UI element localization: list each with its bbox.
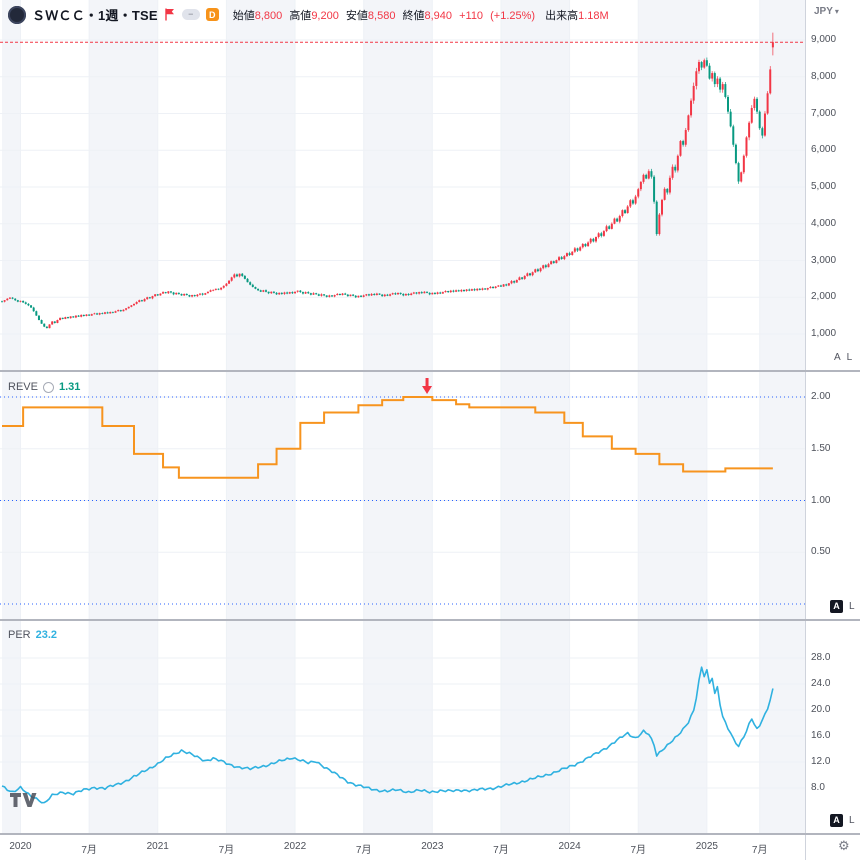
dividend-adjusted-badge[interactable]: D — [205, 8, 219, 21]
per-axis-label: 16.0 — [811, 730, 831, 741]
reve-step-line — [2, 396, 773, 479]
candlestick-series — [1, 32, 774, 329]
close-label: 終値 — [402, 9, 425, 22]
ohlc-readout: 始値8,800 高値9,200 安値8,580 終値8,940 +110 (+1… — [233, 7, 539, 23]
volume-value: 1.18M — [578, 9, 609, 22]
pane-divider-3[interactable] — [0, 833, 860, 835]
symbol-logo[interactable] — [8, 5, 26, 24]
open-value: 8,800 — [254, 9, 283, 22]
change-value: +110 — [459, 9, 484, 22]
symbol-header: ＳＷＣＣ・1週・TSE − D 始値8,800 高値9,200 安値8,580 … — [8, 5, 613, 24]
reve-axis-label: 2.00 — [811, 391, 831, 402]
price-axis-label: 7,000 — [811, 107, 837, 119]
price-axis-label: 3,000 — [811, 254, 837, 266]
tradingview-logo[interactable] — [10, 793, 37, 813]
price-axis-label: 9,000 — [811, 34, 837, 45]
price-axis-label: 8,000 — [811, 70, 837, 82]
auto-scale-button[interactable]: A — [830, 600, 843, 613]
change-percent: (+1.25%) — [490, 9, 536, 22]
reve-label: REVE — [8, 381, 38, 393]
reve-scale-toggles: A L — [830, 600, 855, 613]
high-value: 9,200 — [311, 9, 339, 22]
per-label: PER — [8, 629, 31, 641]
price-axis-label: 2,000 — [811, 291, 837, 303]
low-label: 安値 — [345, 9, 368, 22]
time-axis-label: 2025 — [695, 841, 718, 852]
per-axis-label: 20.0 — [811, 704, 831, 715]
price-axis-label: 4,000 — [811, 217, 837, 229]
per-header[interactable]: PER 23.2 — [8, 629, 57, 641]
pane-divider-1[interactable] — [0, 370, 860, 372]
per-axis-label: 8.0 — [811, 782, 825, 793]
close-value: 8,940 — [424, 9, 453, 22]
time-axis-label: 7月 — [493, 845, 509, 856]
time-axis-label: 7月 — [630, 845, 647, 856]
price-pane-canvas[interactable] — [0, 0, 805, 370]
per-pane-canvas[interactable] — [0, 621, 805, 833]
down-arrow-marker — [422, 378, 433, 394]
reve-source-icon — [42, 381, 54, 393]
log-scale-button[interactable]: L — [846, 352, 853, 363]
log-scale-button[interactable]: L — [849, 815, 855, 826]
time-axis-label: 2023 — [421, 841, 444, 852]
reve-axis-label: 0.50 — [811, 546, 831, 558]
open-label: 始値 — [232, 9, 255, 22]
per-scale-toggles: A L — [830, 814, 855, 827]
price-axis-separator — [805, 0, 806, 860]
time-axis-label: 2020 — [9, 841, 32, 852]
time-axis-label: 7月 — [751, 845, 768, 856]
time-axis-label: 2024 — [558, 841, 581, 852]
high-label: 高値 — [289, 9, 312, 22]
flag-icon[interactable] — [164, 8, 176, 21]
reve-value: 1.31 — [58, 381, 81, 393]
adjustment-toggle-icon[interactable]: − — [181, 9, 200, 20]
reve-header[interactable]: REVE 1.31 — [8, 381, 80, 393]
time-axis-label: 7月 — [81, 845, 97, 856]
currency-selector[interactable]: JPY ▾ — [814, 6, 839, 17]
volume-label: 出来高 — [545, 9, 579, 22]
reve-axis-label: 1.00 — [811, 494, 831, 506]
price-axis-label: 5,000 — [811, 181, 837, 192]
pane-divider-2[interactable] — [0, 619, 860, 621]
reve-pane-canvas[interactable] — [0, 372, 805, 619]
log-scale-button[interactable]: L — [849, 601, 855, 612]
price-scale-toggles: A L — [834, 352, 852, 363]
currency-label: JPY — [814, 6, 833, 17]
chevron-down-icon: ▾ — [834, 7, 839, 16]
time-axis-label: 2022 — [283, 841, 307, 852]
per-value: 23.2 — [35, 629, 58, 641]
gear-icon[interactable]: ⚙ — [838, 838, 850, 853]
auto-scale-button[interactable]: A — [830, 814, 843, 827]
time-axis-label: 7月 — [218, 845, 235, 856]
reve-axis-label: 1.50 — [811, 442, 831, 454]
price-axis-label: 1,000 — [811, 328, 837, 339]
volume-readout: 出来高1.18M — [545, 7, 613, 23]
price-axis-label: 6,000 — [811, 144, 837, 156]
time-axis-label: 2021 — [146, 841, 169, 852]
symbol-title[interactable]: ＳＷＣＣ・1週・TSE — [32, 8, 158, 23]
per-line — [1, 666, 774, 804]
per-axis-label: 12.0 — [811, 756, 831, 767]
per-axis-label: 28.0 — [811, 652, 831, 663]
low-value: 8,580 — [367, 9, 396, 22]
auto-scale-button[interactable]: A — [834, 352, 841, 363]
time-axis-label: 7月 — [355, 845, 372, 856]
per-axis-label: 24.0 — [811, 678, 831, 689]
